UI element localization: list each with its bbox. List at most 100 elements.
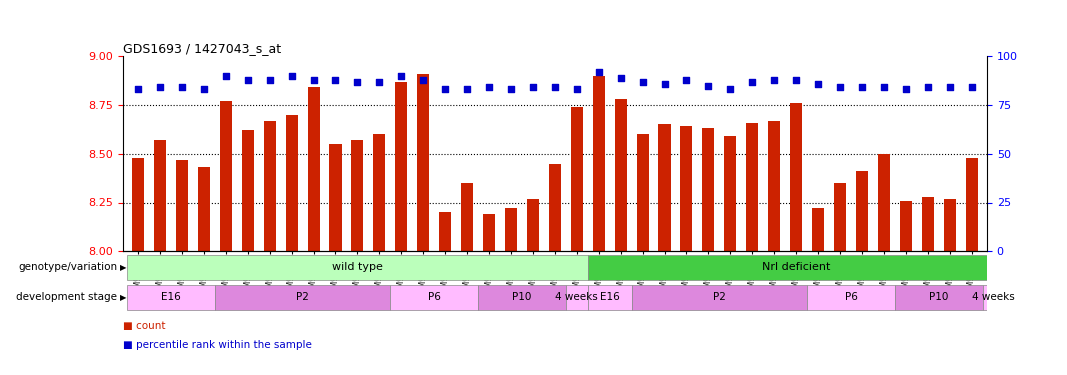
Bar [286,115,298,251]
Bar [632,285,807,310]
Bar [242,130,254,251]
Text: ■ percentile rank within the sample: ■ percentile rank within the sample [123,340,312,350]
Point [480,84,497,90]
Text: P10: P10 [512,292,531,302]
Point [503,86,520,92]
Bar [461,183,473,251]
Bar [127,285,214,310]
Point [590,69,607,75]
Point [678,76,695,82]
Point [436,86,453,92]
Point [766,76,783,82]
Bar [483,214,495,251]
Text: 4 weeks: 4 weeks [556,292,599,302]
Bar [176,160,188,251]
Point [415,76,432,82]
Bar [922,196,934,251]
Text: Nrl deficient: Nrl deficient [762,262,830,272]
Bar [768,121,780,251]
Bar [214,285,391,310]
Bar [983,285,1004,310]
Text: GDS1693 / 1427043_s_at: GDS1693 / 1427043_s_at [123,42,281,55]
Point [787,76,805,82]
Point [941,84,958,90]
Point [152,84,169,90]
Point [810,81,827,87]
Point [349,79,366,85]
Bar [702,128,715,251]
Bar [571,107,583,251]
Point [261,76,278,82]
Bar [878,154,890,251]
Text: wild type: wild type [332,262,383,272]
Point [875,84,892,90]
Bar [373,134,385,251]
Point [919,84,936,90]
Bar [856,171,867,251]
Bar [588,255,1004,280]
Point [305,76,322,82]
Bar [505,209,517,251]
Bar [790,103,802,251]
Bar [395,82,408,251]
Bar [566,285,588,310]
Bar [834,183,846,251]
Text: ▶: ▶ [120,292,126,302]
Text: P10: P10 [929,292,949,302]
Text: P2: P2 [713,292,726,302]
Point [744,79,761,85]
Bar [588,285,632,310]
Point [569,86,586,92]
Bar [637,134,649,251]
Point [831,84,848,90]
Bar [812,209,824,251]
Bar [197,167,210,251]
Point [964,84,981,90]
Bar [548,164,561,251]
Bar [351,140,364,251]
Bar [658,124,670,251]
Bar [417,74,429,251]
Bar [615,99,626,251]
Point [239,76,256,82]
Point [283,73,300,79]
Bar [154,140,166,251]
Bar [307,87,320,251]
Point [195,86,212,92]
Bar [440,212,451,251]
Point [459,86,476,92]
Text: E16: E16 [161,292,180,302]
Point [721,86,738,92]
Point [327,76,344,82]
Point [546,84,563,90]
Text: genotype/variation: genotype/variation [18,262,117,272]
Point [854,84,871,90]
Bar [220,101,232,251]
Point [634,79,651,85]
Bar [132,158,144,251]
Point [524,84,541,90]
Point [174,84,191,90]
Bar [966,158,977,251]
Point [656,81,673,87]
Text: P6: P6 [428,292,441,302]
Bar [527,199,539,251]
Bar [943,199,956,251]
Bar [478,285,566,310]
Point [393,73,410,79]
Bar [127,255,588,280]
Bar [391,285,478,310]
Text: P6: P6 [845,292,858,302]
Bar [724,136,736,251]
Point [129,86,146,92]
Point [218,73,235,79]
Bar [746,123,759,251]
Point [612,75,630,81]
Point [371,79,388,85]
Bar [264,121,275,251]
Text: 4 weeks: 4 weeks [972,292,1015,302]
Bar [681,126,692,251]
Point [897,86,914,92]
Text: ▶: ▶ [120,263,126,272]
Bar [592,76,605,251]
